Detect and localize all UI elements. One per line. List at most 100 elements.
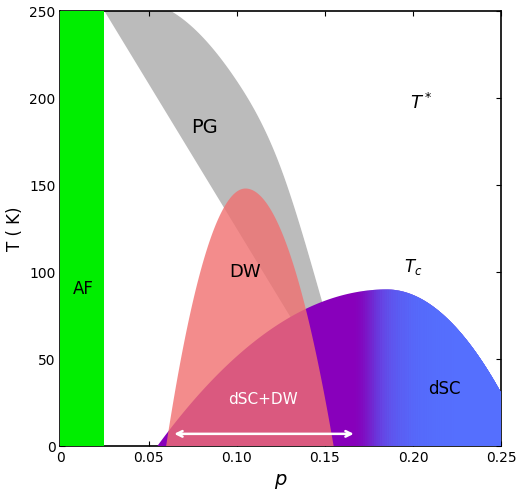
Polygon shape [468, 342, 488, 446]
Polygon shape [424, 301, 444, 446]
Polygon shape [491, 375, 510, 446]
Polygon shape [127, 11, 394, 446]
Polygon shape [367, 290, 386, 446]
Polygon shape [411, 294, 430, 446]
Polygon shape [111, 11, 376, 446]
Text: $T_c$: $T_c$ [404, 257, 422, 277]
Polygon shape [482, 360, 501, 446]
Polygon shape [391, 290, 410, 446]
Polygon shape [108, 11, 374, 446]
Polygon shape [500, 390, 519, 446]
Polygon shape [418, 297, 437, 446]
Polygon shape [104, 11, 369, 446]
Polygon shape [457, 329, 477, 446]
Polygon shape [398, 291, 417, 446]
Polygon shape [442, 314, 461, 446]
Polygon shape [396, 290, 415, 446]
Polygon shape [479, 357, 499, 446]
Polygon shape [495, 382, 514, 446]
Polygon shape [413, 295, 433, 446]
Polygon shape [449, 320, 468, 446]
Polygon shape [497, 386, 516, 446]
Polygon shape [464, 337, 483, 446]
Polygon shape [374, 290, 393, 446]
Polygon shape [451, 322, 470, 446]
Polygon shape [380, 290, 399, 446]
Polygon shape [112, 11, 378, 446]
Polygon shape [506, 402, 522, 446]
Polygon shape [370, 290, 388, 446]
Polygon shape [466, 339, 485, 446]
Polygon shape [115, 11, 381, 446]
Text: AF: AF [73, 281, 94, 298]
Polygon shape [389, 290, 408, 446]
Polygon shape [384, 290, 404, 446]
Polygon shape [118, 11, 384, 446]
Polygon shape [472, 348, 492, 446]
Polygon shape [447, 318, 465, 446]
Polygon shape [365, 290, 384, 446]
Polygon shape [470, 345, 490, 446]
Polygon shape [157, 290, 522, 446]
Polygon shape [461, 334, 481, 446]
Polygon shape [378, 290, 397, 446]
X-axis label: p: p [275, 470, 287, 490]
Polygon shape [477, 354, 496, 446]
Polygon shape [422, 299, 442, 446]
Polygon shape [400, 291, 419, 446]
Text: PG: PG [192, 118, 218, 137]
Polygon shape [124, 11, 390, 446]
Polygon shape [61, 11, 104, 446]
Polygon shape [438, 310, 456, 446]
Polygon shape [455, 326, 474, 446]
Polygon shape [502, 394, 521, 446]
Polygon shape [440, 312, 458, 446]
Polygon shape [426, 302, 446, 446]
Polygon shape [486, 367, 505, 446]
Polygon shape [493, 378, 512, 446]
Polygon shape [363, 290, 382, 446]
Text: DW: DW [230, 263, 262, 281]
Polygon shape [475, 351, 494, 446]
Text: $T^*$: $T^*$ [410, 93, 433, 113]
Polygon shape [376, 290, 395, 446]
Polygon shape [122, 11, 387, 446]
Polygon shape [431, 305, 450, 446]
Polygon shape [429, 303, 448, 446]
Polygon shape [420, 298, 440, 446]
Polygon shape [382, 290, 401, 446]
Polygon shape [511, 410, 522, 446]
Polygon shape [515, 419, 522, 446]
Polygon shape [519, 429, 522, 446]
Polygon shape [513, 415, 522, 446]
Polygon shape [104, 11, 371, 446]
Polygon shape [120, 11, 386, 446]
Polygon shape [409, 294, 428, 446]
Polygon shape [126, 11, 392, 446]
Text: dSC: dSC [429, 380, 461, 397]
Polygon shape [488, 371, 507, 446]
Polygon shape [454, 325, 472, 446]
Polygon shape [114, 11, 379, 446]
Polygon shape [393, 290, 412, 446]
Polygon shape [405, 292, 424, 446]
Polygon shape [407, 293, 426, 446]
Polygon shape [402, 292, 421, 446]
Polygon shape [104, 11, 371, 446]
Polygon shape [130, 11, 397, 446]
Polygon shape [166, 189, 334, 446]
Polygon shape [435, 308, 454, 446]
Polygon shape [444, 316, 463, 446]
Polygon shape [416, 296, 435, 446]
Polygon shape [504, 398, 522, 446]
Polygon shape [123, 11, 389, 446]
Polygon shape [459, 331, 479, 446]
Polygon shape [484, 364, 503, 446]
Polygon shape [129, 11, 395, 446]
Polygon shape [372, 290, 390, 446]
Polygon shape [117, 11, 383, 446]
Polygon shape [508, 406, 522, 446]
Polygon shape [387, 290, 406, 446]
Text: dSC+DW: dSC+DW [228, 392, 298, 406]
Polygon shape [433, 307, 453, 446]
